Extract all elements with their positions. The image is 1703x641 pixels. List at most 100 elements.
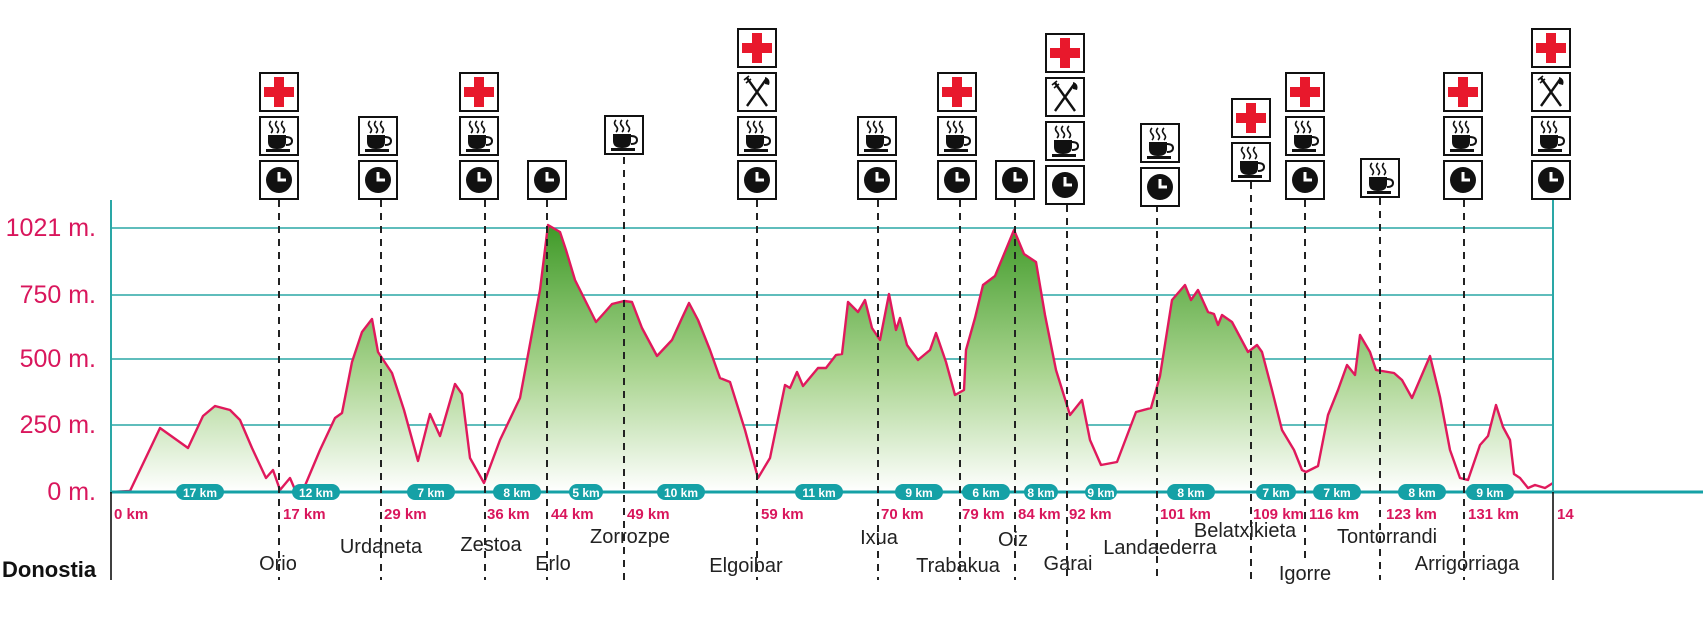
place-label: Trabakua [916,555,1001,577]
place-label: Orio [259,553,297,575]
segment-badge [1024,484,1058,500]
segment-badge [176,484,224,500]
coffee-icon [1141,124,1179,162]
first-aid-icon [938,73,976,111]
segment-distance-label: 6 km [972,486,999,500]
km-label: 0 km [114,506,148,523]
elevation-line [110,223,1554,494]
segment-badge [1167,484,1215,500]
clock-icon [1141,168,1179,206]
y-axis-label: 750 m. [20,281,96,309]
segment-distance-label: 12 km [299,486,333,500]
clock-icon [1444,161,1482,199]
km-label: 59 km [761,506,804,523]
segment-badge [407,484,455,500]
segment-badge [1256,484,1296,500]
coffee-icon [1444,117,1482,155]
segment-distance-label: 11 km [802,486,835,500]
segment-badge [1085,484,1117,500]
place-label: Zestoa [460,534,522,556]
segment-distance-label: 5 km [572,486,599,500]
km-label: 123 km [1386,506,1437,523]
km-label: 84 km [1018,506,1061,523]
clock-icon [1532,161,1570,199]
place-label: Tontorrandi [1337,526,1437,548]
segment-badge [1313,484,1361,500]
clock-icon [1286,161,1324,199]
y-axis-label: 250 m. [20,411,96,439]
elevation-area [111,225,1553,492]
y-axis-label: 500 m. [20,345,96,373]
km-label: 116 km [1309,506,1359,523]
coffee-icon [260,117,298,155]
segment-distance-label: 10 km [664,486,698,500]
place-label: Oiz [998,529,1028,551]
segment-distance-label: 8 km [1027,486,1054,500]
coffee-icon [738,117,776,155]
coffee-icon [460,117,498,155]
place-label: Belatxikieta [1194,520,1297,542]
segment-distance-label: 8 km [1177,486,1204,500]
coffee-icon [1232,143,1270,181]
place-label: Arrigorriaga [1415,553,1520,575]
first-aid-icon [460,73,498,111]
first-aid-icon [1046,34,1084,72]
coffee-icon [605,116,643,154]
checkpoint-lines [278,157,1465,580]
segment-badge [795,484,843,500]
segment-badge [1398,484,1446,500]
segment-badge [657,484,705,500]
clock-icon [1046,166,1084,204]
place-label: Elgoibar [709,555,783,577]
clock-icon [460,161,498,199]
coffee-icon [938,117,976,155]
coffee-icon [359,117,397,155]
segment-distance-label: 9 km [1087,486,1114,500]
segment-badge [292,484,340,500]
y-axis-labels: 1021 m. 750 m. 500 m. 250 m. 0 m. [6,214,96,506]
km-label: 92 km [1069,506,1112,523]
segment-distance-label: 7 km [1262,486,1289,500]
place-label: Igorre [1279,563,1331,585]
segment-badge [962,484,1010,500]
first-aid-icon [1286,73,1324,111]
first-aid-icon [1444,73,1482,111]
clock-icon [359,161,397,199]
place-labels: Orio Urdaneta Zestoa Erlo Zorrozpe Elgoibar Ix… [259,520,1520,585]
fork-knife-icon [1046,78,1084,116]
coffee-icon [1361,159,1399,197]
segment-badge [493,484,541,500]
clock-icon [738,161,776,199]
first-aid-icon [738,29,776,67]
service-icons [260,29,1570,206]
segment-distance-label: 17 km [183,486,217,500]
km-label: 14 [1557,506,1574,523]
first-aid-icon [1232,99,1270,137]
segment-badge [1466,484,1514,500]
coffee-icon [1532,117,1570,155]
segment-distance-label: 9 km [1476,486,1503,500]
segment-badges: 17 km 12 km 7 km 8 km 5 km 10 km 11 km 9 km 6 km… [176,484,1514,500]
clock-icon [996,161,1034,199]
km-label: 44 km [551,506,594,523]
km-label: 29 km [384,506,427,523]
place-label: Landaederra [1103,537,1217,559]
segment-distance-label: 8 km [503,486,530,500]
segment-distance-label: 9 km [905,486,932,500]
clock-icon [858,161,896,199]
segment-distance-label: 8 km [1408,486,1435,500]
place-label: Zorrozpe [590,526,670,548]
first-aid-icon [260,73,298,111]
segment-badge [895,484,943,500]
place-label: Urdaneta [340,536,423,558]
start-place-label: Donostia [2,557,97,582]
fork-knife-icon [738,73,776,111]
y-axis-label: 1021 m. [6,214,96,242]
clock-icon [528,161,566,199]
km-label: 101 km [1160,506,1211,523]
km-label: 79 km [962,506,1005,523]
km-labels: 0 km 17 km 29 km 36 km 44 km 49 km 59 km 70 km 7… [114,506,1574,523]
fork-knife-icon [1532,73,1570,111]
